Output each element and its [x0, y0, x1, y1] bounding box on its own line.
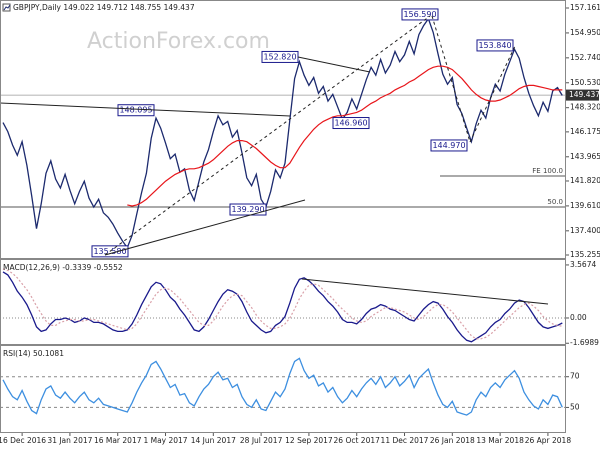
y-tick-label: 50: [570, 402, 580, 411]
annotation-box: [229, 203, 267, 216]
y-tick-label: 143.965: [570, 152, 600, 161]
trendline: [104, 199, 306, 256]
x-tick-label: 14 Jun 2017: [191, 436, 236, 445]
x-tick-label: 26 Oct 2017: [334, 436, 381, 445]
last-price-box: [566, 89, 599, 101]
last-price-label: 149.437: [569, 90, 600, 99]
x-tick-label: 16 Mar 2017: [94, 436, 142, 445]
annotation-box: [332, 117, 370, 130]
trendline: [104, 15, 431, 256]
annotation-box: [476, 39, 514, 52]
annotation-label: 152.820: [263, 52, 296, 61]
y-tick-label: 137.400: [570, 226, 600, 235]
annotation-label: 144.970: [432, 141, 465, 150]
trendlines: [0, 15, 549, 305]
trendline: [431, 15, 471, 143]
panel-title: RSI(14) 50.1081: [3, 349, 64, 358]
x-tick-label: 26 Apr 2018: [525, 436, 572, 445]
x-tick-label: 12 Sep 2017: [285, 436, 333, 445]
annotation-box: [401, 8, 439, 21]
y-tick-label: 135.255: [570, 250, 600, 259]
x-tick-label: 1 May 2017: [143, 436, 187, 445]
symbol-icon: [2, 3, 11, 12]
series-line: [127, 65, 563, 207]
y-tick-label: 150.530: [570, 78, 600, 87]
y-tick-label: 146.175: [570, 127, 600, 136]
x-tick-label: 11 Dec 2017: [381, 436, 429, 445]
y-tick-label: 148.320: [570, 103, 600, 112]
watermark: ActionForex.com: [87, 29, 270, 54]
panel-title: GBPJPY,Daily 149.022 149.712 148.755 149…: [13, 3, 195, 12]
panel-frames: [0, 0, 566, 433]
annotation-label: 146.960: [334, 119, 367, 128]
annotation-label: 139.290: [231, 205, 264, 214]
y-tick-label: -1.6989: [570, 338, 599, 347]
annotation-label: 148.095: [119, 106, 152, 115]
y-tick-label: 157.161: [570, 3, 600, 12]
y-tick-label: 70: [570, 372, 580, 381]
trendline: [0, 102, 291, 117]
series-line: [2, 357, 563, 416]
panel-frame: [0, 0, 566, 259]
y-tick-label: 154.950: [570, 28, 600, 37]
x-tick-label: 13 Mar 2018: [476, 436, 524, 445]
x-tick-label: 28 Jul 2017: [240, 436, 283, 445]
drawing-layer: ActionForex.com FE 100.0 50.0 135.255 137.40…: [0, 3, 600, 445]
annotation-box: [261, 50, 299, 63]
level-label: FE 100.0: [532, 167, 563, 175]
series-line: [2, 268, 563, 340]
series-line: [2, 17, 563, 250]
level-label: 50.0: [547, 198, 563, 206]
y-tick-label: 139.610: [570, 201, 600, 210]
y-tick-label: 141.820: [570, 176, 600, 185]
panel-title: MACD(12,26,9) -0.3339 -0.5552: [3, 263, 123, 272]
panel-frame: [0, 259, 566, 345]
annotation-label: 153.840: [478, 41, 511, 50]
y-tick-label: 0.00: [570, 313, 587, 322]
y-tick-label: 152.740: [570, 53, 600, 62]
x-tick-label: 26 Jan 2018: [430, 436, 475, 445]
annotation-box: [430, 139, 468, 152]
y-tick-label: 3.5674: [570, 260, 596, 269]
trendline: [301, 278, 549, 305]
x-tick-label: 31 Jan 2017: [47, 436, 92, 445]
series-line: [2, 271, 563, 343]
icon: [3, 4, 11, 11]
annotation-label: 156.590: [403, 10, 436, 19]
x-tick-label: 16 Dec 2016: [0, 436, 46, 445]
panel-frame: [0, 345, 566, 433]
